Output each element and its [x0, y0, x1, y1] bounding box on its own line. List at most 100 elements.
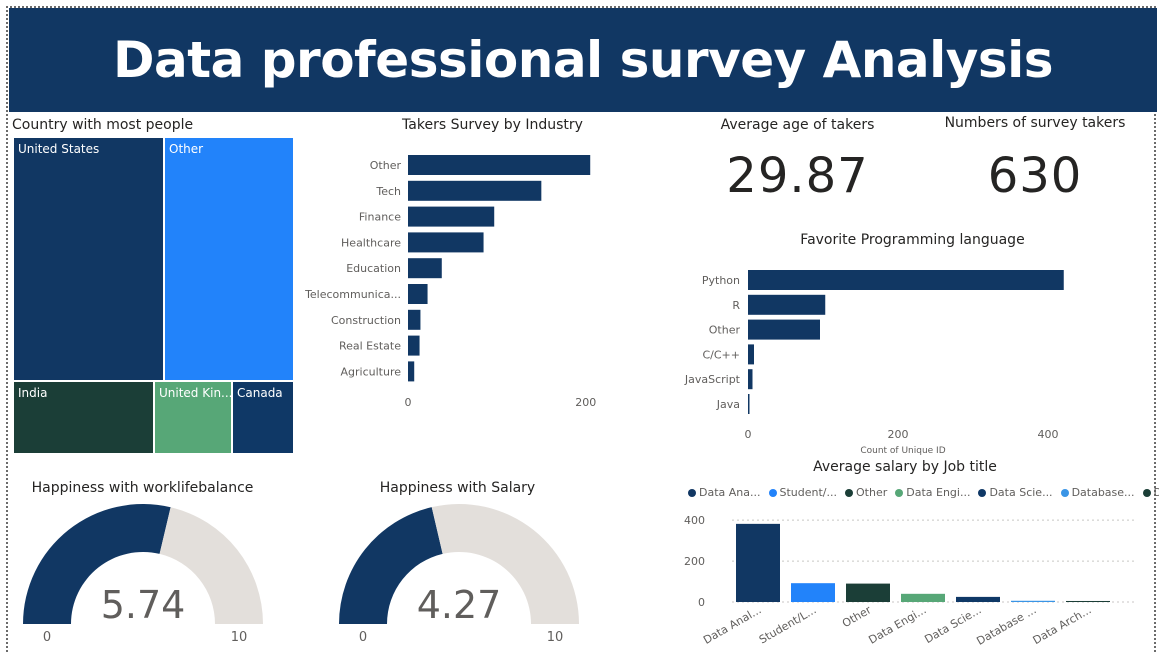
- treemap-tile-united-kingdom[interactable]: United Kin...: [154, 381, 232, 454]
- bar-javascript[interactable]: [748, 369, 753, 390]
- bar-r[interactable]: [748, 294, 826, 315]
- bar-telecommunica[interactable]: [408, 284, 428, 304]
- bar-agriculture[interactable]: [408, 361, 415, 382]
- treemap-tile-canada[interactable]: Canada: [232, 381, 294, 454]
- legend-item-data-arc[interactable]: Data Arc...: [1142, 486, 1159, 499]
- category-label-data-scie: Data Scie...: [922, 603, 983, 646]
- category-label-data-anal: Data Anal...: [701, 603, 763, 647]
- salary-legend: Data Ana... Student/... Other Data Engi... D…: [688, 486, 1159, 499]
- gauge-track[interactable]: [431, 504, 579, 624]
- legend-dot: [768, 488, 777, 497]
- bar-student-l[interactable]: [791, 583, 835, 602]
- bar-data-scie[interactable]: [956, 596, 1000, 602]
- bar-other[interactable]: [846, 583, 890, 602]
- bar-education[interactable]: [408, 258, 442, 279]
- legend-dot: [978, 488, 987, 497]
- gauge-max-label: 10: [547, 630, 564, 645]
- legend-label: Database...: [1071, 486, 1135, 499]
- legend-label: Data Ana...: [699, 486, 761, 499]
- category-label-other: Other: [709, 324, 741, 337]
- bar-other[interactable]: [748, 319, 820, 340]
- category-label-telecommunica: Telecommunica...: [304, 288, 401, 301]
- gauge-fill[interactable]: [339, 507, 443, 624]
- legend-dot: [1142, 488, 1151, 497]
- x-tick-0: 0: [745, 428, 752, 441]
- bar-database[interactable]: [1011, 600, 1055, 602]
- category-label-database: Database ...: [974, 603, 1038, 648]
- legend-item-student[interactable]: Student/...: [768, 486, 838, 499]
- y-tick-200: 200: [684, 555, 705, 568]
- category-label-construction: Construction: [331, 314, 401, 327]
- gauge-salary-title: Happiness with Salary: [379, 480, 536, 496]
- legend-dot: [688, 488, 696, 497]
- category-label-r: R: [732, 299, 740, 312]
- category-label-finance: Finance: [359, 211, 401, 224]
- x-tick-0: 0: [405, 396, 412, 409]
- gauge-min-label: 0: [43, 630, 51, 645]
- bar-tech[interactable]: [408, 180, 542, 201]
- bar-data-arch[interactable]: [1066, 600, 1110, 602]
- bar-real-estate[interactable]: [408, 335, 420, 356]
- legend-item-database[interactable]: Database...: [1060, 486, 1135, 499]
- legend-label: Other: [856, 486, 888, 499]
- y-tick-0: 0: [698, 596, 705, 609]
- x-tick-200: 200: [888, 428, 909, 441]
- treemap-tile-india[interactable]: India: [13, 381, 154, 454]
- x-tick-200: 200: [575, 396, 596, 409]
- bar-healthcare[interactable]: [408, 232, 484, 253]
- country-treemap[interactable]: United States Other India United Kin... …: [13, 137, 294, 454]
- legend-item-data-engi[interactable]: Data Engi...: [895, 486, 970, 499]
- legend-item-data-scie[interactable]: Data Scie...: [978, 486, 1053, 499]
- kpi-age-title: Average age of takers: [720, 117, 875, 133]
- gauge-worklifebalance[interactable]: 5.74 0 10: [12, 498, 274, 650]
- category-label-tech: Tech: [375, 185, 401, 198]
- gauge-value: 4.27: [417, 583, 502, 627]
- category-label-data-arch: Data Arch...: [1031, 603, 1094, 647]
- gauge-min-label: 0: [359, 630, 367, 645]
- gauge-fill[interactable]: [23, 503, 171, 624]
- languages-bar-chart[interactable]: Python R Other C/C++ JavaScript Java 0 200 400 Co…: [660, 262, 1100, 458]
- kpi-count-value: 630: [987, 148, 1083, 204]
- gauge-track[interactable]: [159, 507, 263, 624]
- x-axis-title: Count of Unique ID: [860, 446, 945, 456]
- category-label-other: Other: [370, 159, 402, 172]
- legend-label: Student/...: [779, 486, 838, 499]
- category-label-other: Other: [840, 603, 874, 630]
- legend-item-data-ana[interactable]: Data Ana...: [688, 486, 761, 499]
- legend-label: Data Engi...: [906, 486, 971, 499]
- bar-finance[interactable]: [408, 206, 495, 227]
- legend-label: Data Scie...: [989, 486, 1053, 499]
- legend-dot: [895, 488, 904, 497]
- bar-data-engi[interactable]: [901, 593, 945, 602]
- treemap-tile-united-states[interactable]: United States: [13, 137, 164, 381]
- report-header: Data professional survey Analysis: [9, 8, 1157, 112]
- legend-dot: [1060, 488, 1069, 497]
- industry-bar-chart[interactable]: Other Tech Finance Healthcare Education Telec…: [300, 140, 660, 420]
- category-label-data-engi: Data Engi...: [866, 603, 928, 646]
- category-label-student-l: Student/L...: [757, 603, 819, 646]
- page-title: Data professional survey Analysis: [112, 31, 1054, 89]
- treemap-title: Country with most people: [12, 117, 194, 133]
- y-tick-400: 400: [684, 514, 705, 527]
- bar-python[interactable]: [748, 270, 1064, 290]
- category-label-real-estate: Real Estate: [339, 340, 401, 353]
- legend-item-other[interactable]: Other: [845, 486, 887, 499]
- x-tick-400: 400: [1038, 428, 1059, 441]
- bar-data-anal[interactable]: [736, 523, 780, 602]
- gauge-wlb-title: Happiness with worklifebalance: [31, 480, 254, 496]
- kpi-count-title: Numbers of survey takers: [944, 115, 1126, 131]
- category-label-education: Education: [346, 262, 401, 275]
- category-label-agriculture: Agriculture: [341, 365, 402, 378]
- bar-c-c[interactable]: [748, 344, 754, 365]
- category-label-java: Java: [716, 398, 740, 411]
- bar-java[interactable]: [748, 394, 750, 414]
- bar-construction[interactable]: [408, 309, 421, 330]
- bar-other[interactable]: [408, 155, 591, 175]
- category-label-healthcare: Healthcare: [341, 236, 401, 249]
- treemap-tile-other[interactable]: Other: [164, 137, 294, 381]
- legend-dot: [845, 488, 853, 497]
- gauge-salary[interactable]: 4.27 0 10: [328, 498, 590, 650]
- category-label-javascript: JavaScript: [684, 373, 741, 386]
- gauge-max-label: 10: [231, 630, 248, 645]
